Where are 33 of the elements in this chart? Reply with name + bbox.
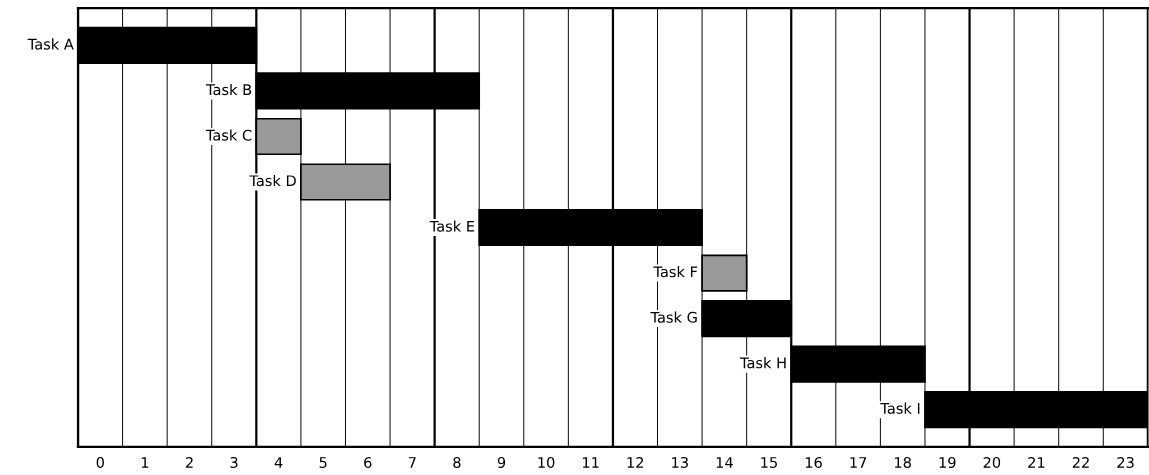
y-tick-label: Task C <box>205 129 252 141</box>
y-tick-label: Task F <box>653 266 698 278</box>
y-tick-label: Task G <box>650 311 697 323</box>
x-tick-label: 0 <box>96 456 104 468</box>
x-tick-label: 8 <box>453 456 461 468</box>
y-tick-label: Task D <box>249 174 296 187</box>
x-tick-label: 14 <box>716 457 733 468</box>
x-tick-label: 11 <box>582 457 599 468</box>
x-tick-label: 21 <box>1028 456 1045 468</box>
x-tick-label: 23 <box>1117 456 1134 468</box>
x-tick-label: 17 <box>850 457 867 468</box>
x-tick-label: 20 <box>983 456 1001 468</box>
x-tick-label: 18 <box>895 456 911 468</box>
x-tick-label: 7 <box>408 457 416 468</box>
x-tick-label: 12 <box>627 456 644 468</box>
x-tick-label: 22 <box>1072 456 1089 468</box>
y-tick-label: Task E <box>429 220 475 232</box>
x-tick-label: 2 <box>185 456 193 468</box>
x-tick-label: 1 <box>141 457 149 468</box>
x-tick-label: 5 <box>319 457 327 468</box>
y-tick-label: Task I <box>880 402 920 414</box>
y-tick-label: Task H <box>739 357 786 369</box>
y-tick-label: Task B <box>205 83 252 96</box>
x-tick-label: 10 <box>538 456 555 468</box>
x-tick-label: 9 <box>497 456 506 468</box>
y-tick-label: Task A <box>27 38 74 50</box>
x-tick-label: 13 <box>672 456 688 468</box>
x-tick-label: 6 <box>364 456 372 468</box>
x-tick-label: 4 <box>274 457 283 468</box>
x-tick-label: 15 <box>761 457 777 468</box>
x-tick-label: 19 <box>939 456 956 468</box>
x-tick-label: 16 <box>805 456 822 468</box>
x-tick-label: 3 <box>230 456 238 468</box>
